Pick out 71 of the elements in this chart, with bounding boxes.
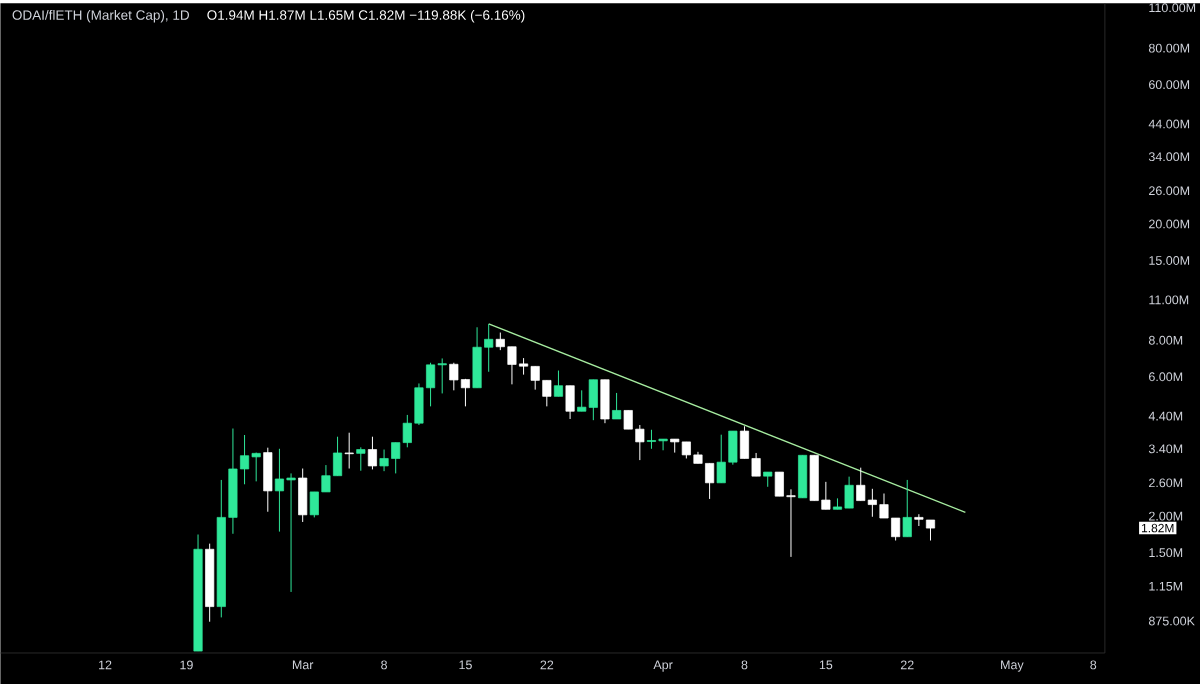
y-tick-label: 2.00M [1149, 511, 1183, 521]
y-tick-label: 1.50M [1149, 548, 1183, 558]
candlestick [356, 446, 366, 472]
candlestick [507, 346, 517, 385]
candlestick [460, 378, 470, 407]
candlestick [286, 472, 296, 593]
candlestick [658, 438, 668, 451]
x-tick-label: May [1001, 660, 1024, 672]
candlestick [705, 462, 715, 500]
candlestick [716, 434, 726, 484]
candlestick [484, 323, 494, 373]
y-tick-label: 44.00M [1148, 119, 1190, 129]
y-tick-label: 110.00M [1149, 3, 1196, 13]
candlestick [786, 488, 796, 558]
candlestick [367, 436, 377, 470]
y-tick-label: 60.00M [1149, 80, 1190, 90]
x-tick-label: 19 [180, 660, 193, 670]
candlestick [646, 429, 656, 450]
candlestick [251, 452, 261, 482]
y-tick-label: 11.00M [1149, 295, 1189, 305]
x-tick-label: 12 [99, 660, 112, 670]
candlestick [321, 464, 331, 493]
candlestick [821, 481, 831, 510]
candlestick [309, 491, 319, 518]
candlestick [925, 519, 936, 542]
candlestick [751, 452, 761, 477]
y-tick-label: 80.00M [1148, 43, 1190, 53]
candlestick [635, 424, 645, 461]
y-tick-label: 1.15M [1149, 581, 1183, 591]
y-tick-label: 875.00K [1148, 616, 1195, 626]
y-tick-label: 3.40M [1148, 444, 1183, 454]
text: 1.82M [1141, 523, 1174, 533]
x-tick-label: 15 [819, 660, 833, 670]
candlestick [530, 365, 540, 391]
candlestick [844, 476, 854, 509]
candlestick [344, 432, 354, 470]
x-tick-label: 8 [1090, 660, 1097, 670]
y-tick-label: 6.00M [1149, 372, 1183, 382]
candlestick [867, 488, 877, 518]
y-tick-label: 2.60M [1149, 478, 1183, 488]
y-tick-label: 15.00M [1149, 256, 1190, 265]
chart-title: ODAI/flETH (Market Cap), 1D [12, 9, 189, 23]
candlestick [879, 493, 889, 519]
candlestick [891, 517, 901, 542]
candlestick [449, 362, 459, 391]
candlestick [379, 449, 389, 472]
y-tick-label: 34.00M [1148, 152, 1190, 162]
y-tick-label: 8.00M [1148, 335, 1183, 345]
candlestick [240, 434, 250, 485]
candlestick [914, 513, 924, 527]
y-tick-label: 4.40M [1148, 411, 1183, 421]
x-tick-label: 8 [381, 660, 387, 670]
x-tick-label: Apr [653, 660, 673, 672]
candlestick [542, 379, 552, 407]
y-tick-label: 20.00M [1149, 219, 1190, 229]
candlestick [274, 448, 284, 533]
candlestick [333, 436, 343, 477]
x-tick-label: 22 [900, 660, 914, 670]
candlestick [902, 479, 912, 538]
chart-subtitle: O1.94M H1.87M L1.65M C1.82M −119.88K (−6.16%) [207, 9, 525, 23]
candlestick [437, 357, 447, 394]
candlestick [856, 467, 866, 502]
candlestick [426, 362, 436, 407]
candlestick [553, 370, 563, 397]
x-tick-label: 8 [741, 660, 748, 670]
x-tick-label: Mar [292, 660, 314, 670]
y-tick-label: 26.00M [1149, 186, 1190, 196]
candlestick [623, 409, 633, 430]
x-tick-label: 22 [540, 660, 554, 670]
candlestick [612, 392, 622, 420]
x-tick-label: 15 [459, 660, 472, 670]
